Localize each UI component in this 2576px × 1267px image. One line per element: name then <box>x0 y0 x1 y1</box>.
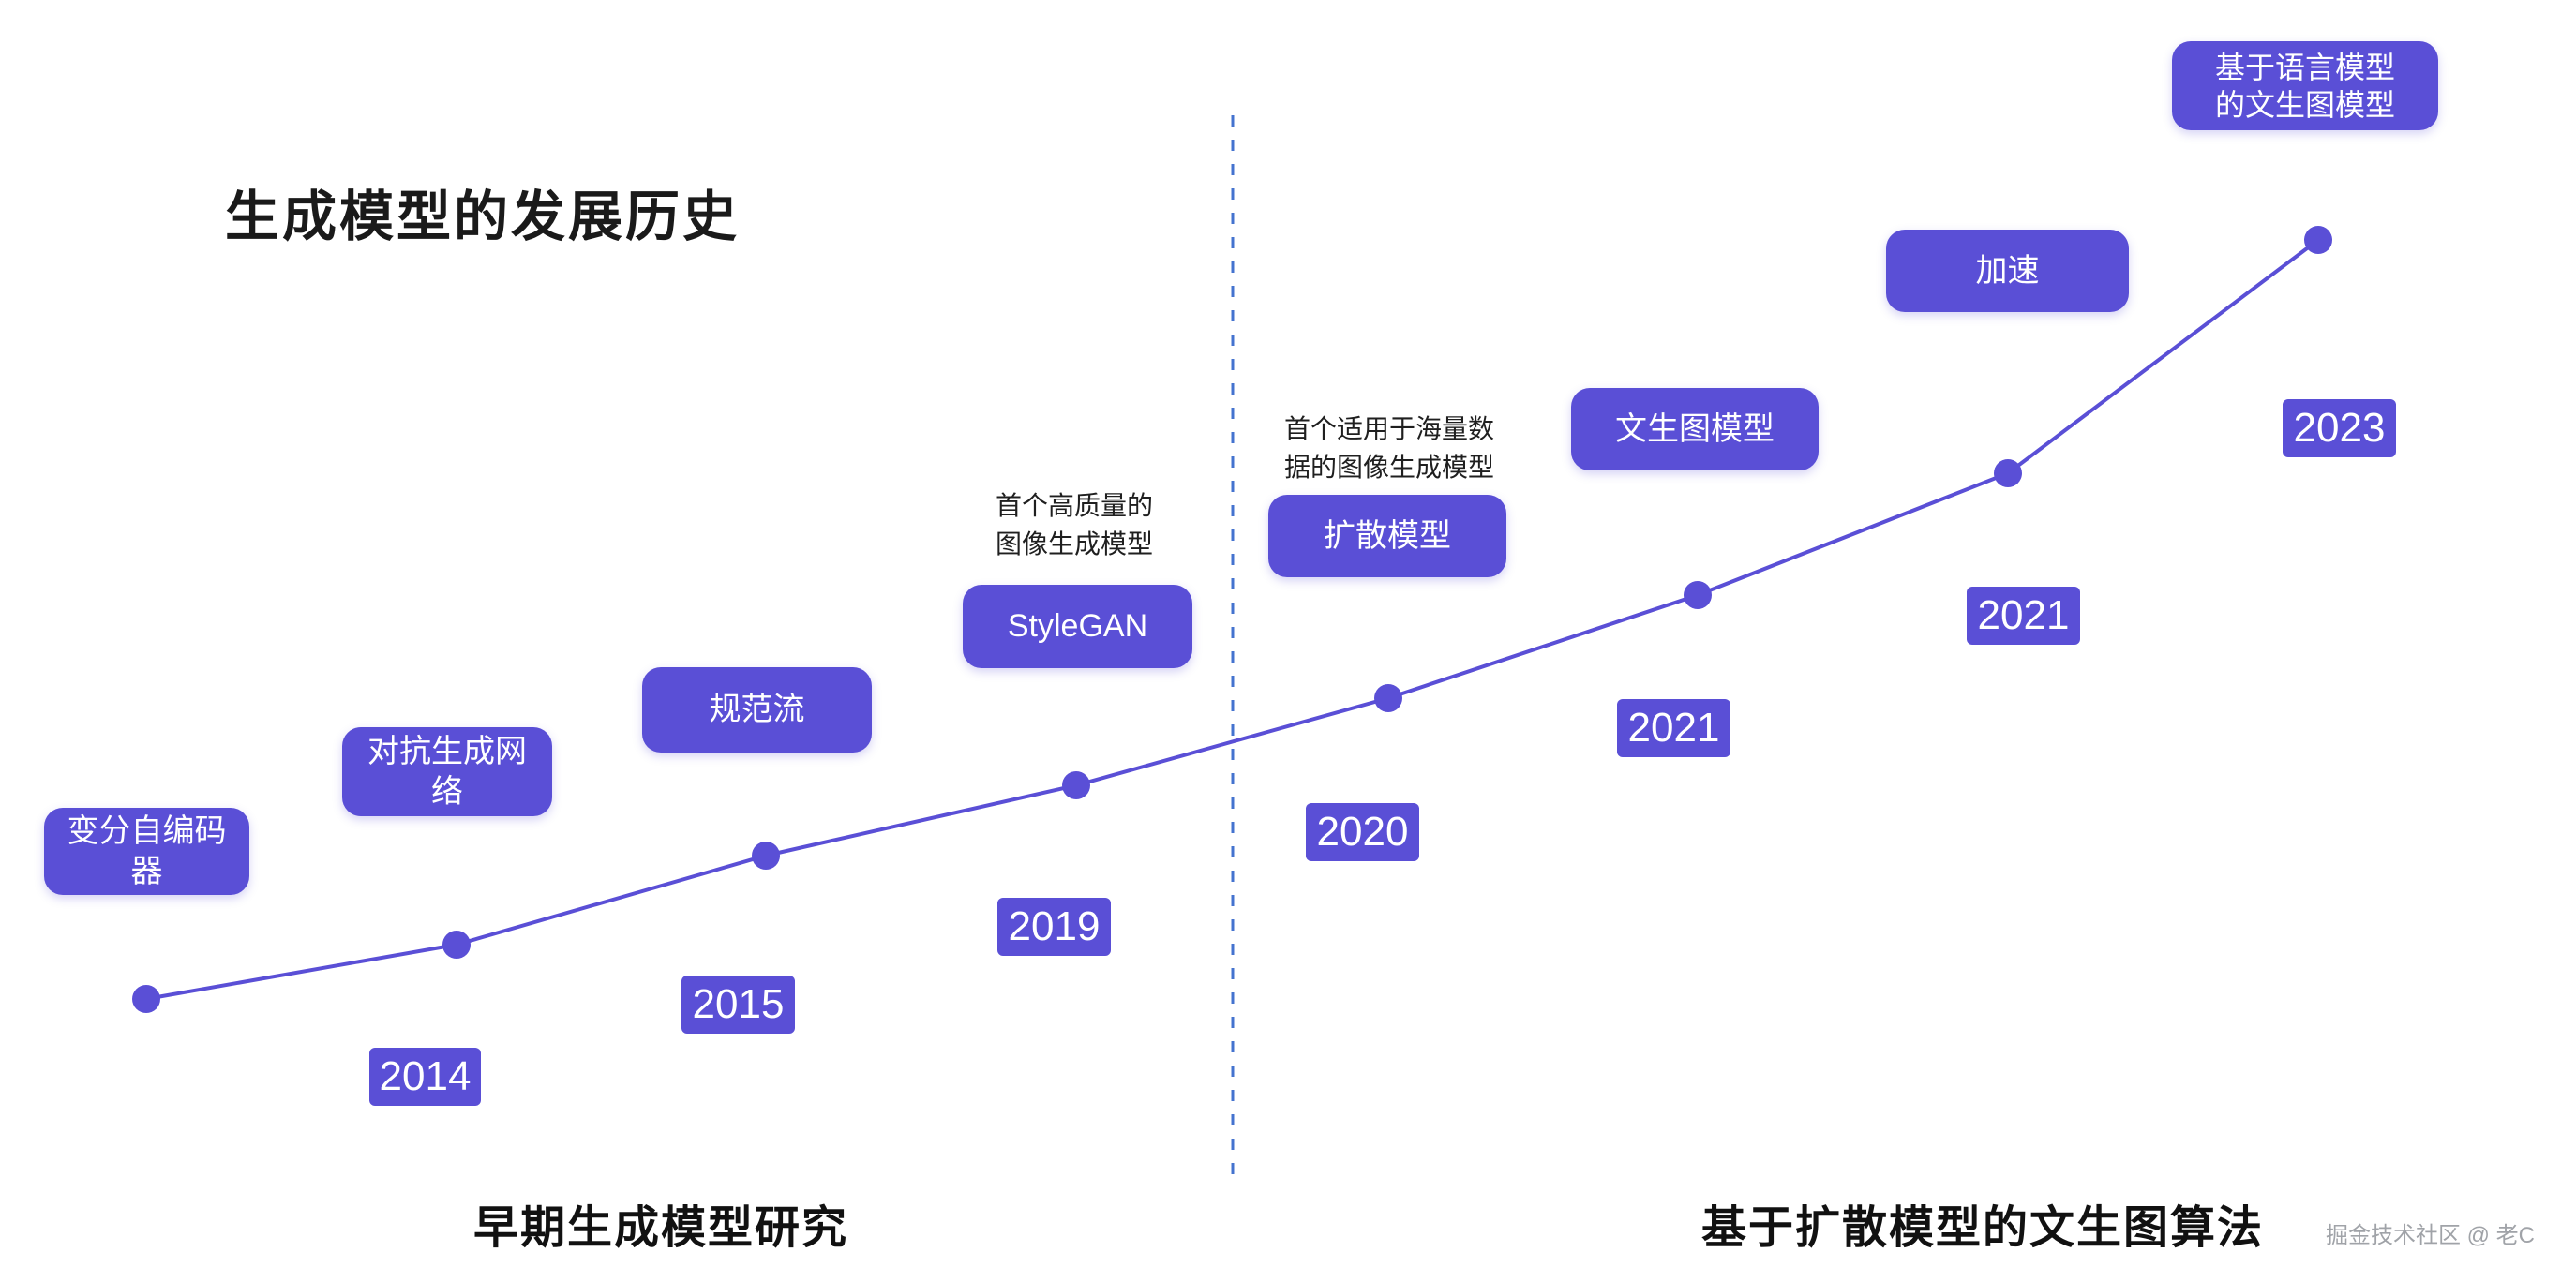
timeline-dot <box>1062 771 1090 799</box>
milestone-pill-gan: 对抗生成网 络 <box>342 727 552 816</box>
watermark: 掘金技术社区 @ 老C <box>2325 1223 2535 1248</box>
milestone-pill-acceleration: 加速 <box>1886 230 2129 312</box>
year-badge-2020: 2020 <box>1306 803 1419 861</box>
timeline-curve <box>145 238 2320 1001</box>
milestone-pill-diffusion: 扩散模型 <box>1268 495 1506 577</box>
milestone-pill-normalizing-flow: 规范流 <box>642 667 872 753</box>
milestone-pill-vae: 变分自编码 器 <box>44 808 249 895</box>
section-label-right: 基于扩散模型的文生图算法 <box>1700 1203 2264 1253</box>
timeline-dot <box>2304 226 2332 254</box>
annotation-stylegan-note: 首个高质量的 图像生成模型 <box>995 491 1153 559</box>
year-badge-2021-right: 2021 <box>1967 587 2080 645</box>
year-badge-2015: 2015 <box>681 976 795 1034</box>
annotation-diffusion-note: 首个适用于海量数 据的图像生成模型 <box>1283 414 1494 482</box>
timeline-dot <box>1994 459 2022 487</box>
section-label-left: 早期生成模型研究 <box>472 1203 848 1253</box>
milestone-pill-text2image: 文生图模型 <box>1571 388 1819 470</box>
timeline-dot <box>132 985 160 1013</box>
timeline-dot <box>1684 581 1712 609</box>
milestone-pill-stylegan: StyleGAN <box>963 585 1192 668</box>
timeline-dot <box>752 842 780 870</box>
milestone-pill-llm-text2image: 基于语言模型 的文生图模型 <box>2172 41 2438 130</box>
year-badge-2014: 2014 <box>369 1048 481 1106</box>
timeline-dot <box>1374 684 1402 712</box>
year-badge-2021-left: 2021 <box>1617 699 1730 757</box>
year-badge-2023: 2023 <box>2283 399 2396 457</box>
page-title: 生成模型的发展历史 <box>225 186 741 247</box>
timeline-dot <box>442 931 471 959</box>
year-badge-2019: 2019 <box>997 898 1111 956</box>
